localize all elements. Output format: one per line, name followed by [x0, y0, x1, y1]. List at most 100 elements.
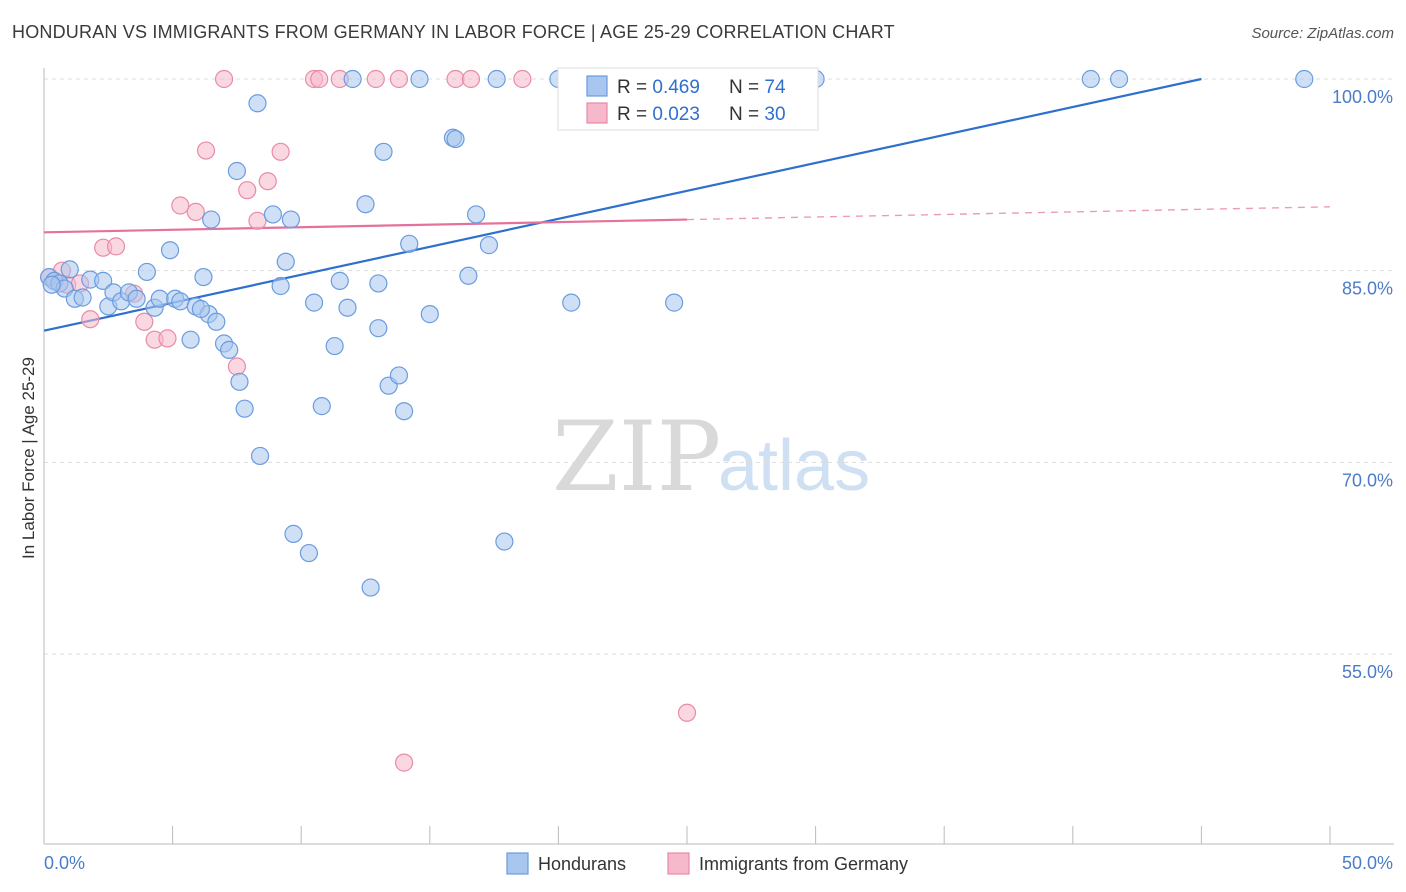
- y-axis-label: In Labor Force | Age 25-29: [19, 357, 38, 559]
- x-tick-labels: 0.0% 50.0%: [44, 853, 1393, 873]
- legend-swatch-germany: [586, 102, 608, 124]
- hondurans-point: [281, 210, 301, 229]
- hondurans-point: [1109, 69, 1129, 89]
- legend: R = 0.469 N = 74 R = 0.023 N = 30: [557, 67, 819, 131]
- germany-point: [366, 69, 385, 89]
- hondurans-point: [235, 399, 254, 418]
- germany-point: [158, 329, 177, 348]
- hondurans-point: [271, 276, 290, 296]
- germany-point: [171, 196, 190, 215]
- bottom-legend-label-germany: Immigrants from Germany: [699, 854, 908, 874]
- hondurans-point: [665, 293, 684, 312]
- trend-line-germany: [43, 218, 688, 234]
- hondurans-point: [459, 266, 478, 285]
- germany-point: [394, 753, 414, 772]
- hondurans-point: [1081, 69, 1100, 89]
- x-tick-label: 0.0%: [44, 853, 85, 873]
- hondurans-point: [343, 69, 362, 89]
- hondurans-point: [42, 275, 61, 294]
- source-label: Source: ZipAtlas.com: [1251, 25, 1394, 42]
- x-tick-label: 50.0%: [1342, 853, 1393, 873]
- trend-lines: [43, 77, 1331, 332]
- svg-text:R = 0.023: R = 0.023: [617, 104, 700, 125]
- hondurans-point: [171, 292, 190, 311]
- watermark-zip: ZIP: [552, 401, 721, 513]
- y-tick-label: 100.0%: [1332, 87, 1393, 107]
- trend-line-germany-extension: [686, 206, 1331, 221]
- y-tick-label: 70.0%: [1342, 470, 1393, 490]
- bottom-legend-swatch-germany: [667, 852, 690, 875]
- hondurans-point: [420, 305, 439, 324]
- hondurans-point: [304, 293, 324, 312]
- hondurans-point: [338, 298, 357, 317]
- germany-point: [389, 69, 409, 89]
- hondurans-point: [202, 210, 221, 229]
- germany-point: [677, 703, 697, 722]
- hondurans-point: [394, 402, 414, 421]
- germany-point: [258, 172, 277, 191]
- hondurans-point: [479, 236, 499, 255]
- hondurans-point: [248, 94, 267, 113]
- legend-n-value: 30: [764, 104, 785, 125]
- germany-point: [81, 310, 100, 329]
- germany-point: [446, 69, 465, 89]
- germany-point: [196, 141, 216, 160]
- hondurans-point: [312, 397, 331, 416]
- hondurans-point: [73, 288, 92, 307]
- hondurans-point: [60, 260, 79, 279]
- hondurans-point: [220, 340, 239, 359]
- legend-n-label: N =: [729, 104, 764, 125]
- hondurans-point: [466, 205, 486, 224]
- y-tick-label: 55.0%: [1342, 662, 1393, 682]
- hondurans-point: [446, 129, 465, 149]
- germany-point: [513, 69, 532, 89]
- hondurans-point: [191, 299, 210, 319]
- legend-r-label: R =: [617, 77, 652, 98]
- hondurans-point: [263, 205, 283, 224]
- grid-lines: [44, 78, 1394, 655]
- hondurans-point: [194, 267, 213, 287]
- legend-r-value: 0.023: [652, 104, 700, 125]
- germany-point: [461, 69, 481, 89]
- hondurans-point: [374, 142, 393, 161]
- hondurans-point: [94, 271, 113, 290]
- chart-title: HONDURAN VS IMMIGRANTS FROM GERMANY IN L…: [12, 22, 895, 42]
- svg-text:N = 30: N = 30: [729, 104, 786, 125]
- legend-n-label: N =: [729, 77, 764, 98]
- bottom-legend-swatch-hondurans: [506, 852, 529, 875]
- hondurans-point: [1295, 69, 1314, 89]
- hondurans-point: [495, 532, 514, 551]
- hondurans-point: [325, 336, 344, 356]
- bottom-legend-label-hondurans: Hondurans: [538, 854, 626, 874]
- germany-point: [186, 202, 205, 221]
- germany-point: [214, 69, 234, 89]
- germany-point: [248, 211, 267, 230]
- watermark-atlas: atlas: [718, 426, 870, 506]
- y-tick-labels: 55.0% 70.0% 85.0% 100.0%: [1332, 87, 1393, 682]
- hondurans-point: [230, 372, 249, 391]
- axes: [43, 68, 1394, 845]
- germany-point: [310, 69, 329, 89]
- legend-r-value: 0.469: [652, 77, 700, 98]
- germany-point: [271, 142, 290, 161]
- hondurans-point: [207, 312, 226, 331]
- germany-point: [135, 312, 154, 331]
- legend-n-value: 74: [764, 77, 786, 98]
- hondurans-point: [284, 524, 303, 543]
- hondurans-point: [361, 578, 380, 597]
- hondurans-point: [150, 289, 169, 308]
- hondurans-point: [356, 195, 375, 214]
- y-tick-label: 85.0%: [1342, 279, 1393, 299]
- svg-text:R = 0.469: R = 0.469: [617, 77, 700, 98]
- hondurans-point: [487, 69, 506, 89]
- hondurans-point: [160, 241, 180, 260]
- hondurans-point: [250, 446, 270, 466]
- hondurans-point: [276, 252, 295, 271]
- hondurans-point: [389, 366, 409, 385]
- hondurans-point: [181, 330, 200, 349]
- hondurans-point: [410, 69, 429, 89]
- hondurans-point: [227, 161, 246, 181]
- watermark: ZIP atlas: [552, 401, 870, 513]
- hondurans-point: [400, 234, 419, 253]
